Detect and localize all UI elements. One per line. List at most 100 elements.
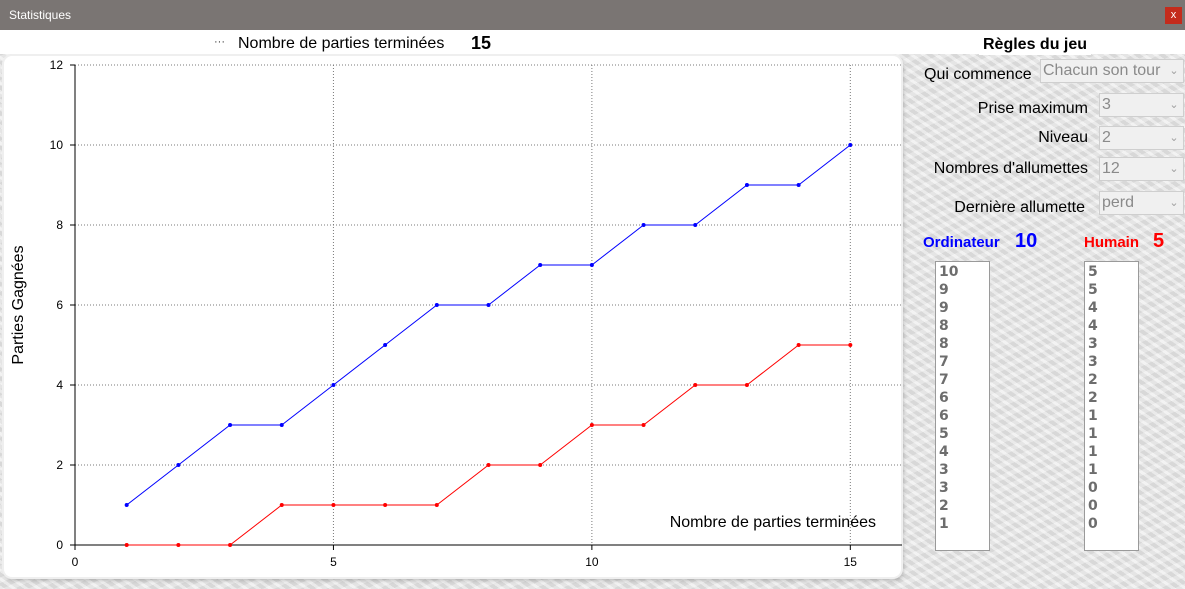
series-line-0 <box>126 144 851 506</box>
list-item[interactable]: 8 <box>939 336 949 352</box>
games-count-label: Nombre de parties terminées <box>238 35 445 52</box>
data-point <box>279 503 284 507</box>
max-take-select[interactable]: 3 ⌄ <box>1099 93 1184 117</box>
list-item[interactable]: 1 <box>1088 462 1098 478</box>
games-count-value: 15 <box>471 33 492 53</box>
list-item[interactable]: 9 <box>939 282 949 298</box>
level-label: Niveau <box>1038 129 1088 146</box>
data-point <box>589 263 594 267</box>
x-tick-label: 10 <box>585 555 599 569</box>
list-item[interactable]: 2 <box>939 498 949 514</box>
list-item[interactable]: 3 <box>939 480 949 496</box>
matches-label: Nombres d'allumettes <box>933 160 1088 177</box>
y-axis-label: Parties Gagnées <box>10 245 27 364</box>
list-item[interactable]: 0 <box>1088 498 1098 514</box>
list-item[interactable]: 2 <box>1088 372 1098 388</box>
legend-marker: ··· <box>214 36 225 48</box>
data-point <box>538 263 543 267</box>
computer-history-list[interactable]: 10 9 9 8 8 7 7 6 6 5 4 3 3 2 1 <box>935 261 990 551</box>
list-item[interactable]: 10 <box>939 264 959 280</box>
list-item[interactable]: 9 <box>939 300 949 316</box>
data-point <box>848 143 853 147</box>
data-point <box>693 223 698 227</box>
close-button[interactable]: x <box>1165 7 1182 24</box>
y-tick-label: 8 <box>56 218 63 232</box>
list-item[interactable]: 4 <box>1088 300 1098 316</box>
data-point <box>228 423 233 427</box>
data-point <box>486 463 491 467</box>
data-point <box>641 423 646 427</box>
x-tick-label: 15 <box>844 555 858 569</box>
rules-title: Règles du jeu <box>979 35 1092 55</box>
human-history-list[interactable]: 5 5 4 4 3 3 2 2 1 1 1 1 0 0 0 <box>1084 261 1139 551</box>
chevron-down-icon: ⌄ <box>1169 99 1179 111</box>
human-score: 5 <box>1153 230 1165 252</box>
data-point <box>796 343 801 347</box>
max-take-label: Prise maximum <box>977 100 1088 117</box>
data-point <box>538 463 543 467</box>
list-item[interactable]: 7 <box>939 354 949 370</box>
list-item[interactable]: 3 <box>1088 354 1098 370</box>
y-tick-label: 12 <box>50 58 64 72</box>
x-tick-label: 5 <box>330 555 337 569</box>
list-item[interactable]: 6 <box>939 408 949 424</box>
matches-select[interactable]: 12 ⌄ <box>1099 157 1184 181</box>
list-item[interactable]: 1 <box>1088 444 1098 460</box>
x-tick-label: 0 <box>72 555 79 569</box>
data-point <box>744 383 749 387</box>
list-item[interactable]: 4 <box>1088 318 1098 334</box>
data-point <box>176 543 181 547</box>
who-starts-select[interactable]: Chacun son tour ⌄ <box>1040 59 1184 83</box>
data-point <box>848 343 853 347</box>
list-item[interactable]: 0 <box>1088 516 1098 532</box>
data-point <box>744 183 749 187</box>
x-axis-label: Nombre de parties terminées <box>670 514 876 531</box>
title-bar: Statistiques x <box>0 0 1185 30</box>
human-label: Humain <box>1084 234 1140 251</box>
list-item[interactable]: 2 <box>1088 390 1098 406</box>
list-item[interactable]: 6 <box>939 390 949 406</box>
last-match-label: Dernière allumette <box>954 199 1085 216</box>
data-point <box>434 503 439 507</box>
window-title: Statistiques <box>9 8 72 22</box>
list-item[interactable]: 4 <box>939 444 949 460</box>
list-item[interactable]: 5 <box>939 426 949 442</box>
chevron-down-icon: ⌄ <box>1169 163 1179 175</box>
list-item[interactable]: 3 <box>939 462 949 478</box>
line-chart: 0 2 4 6 8 10 12 0 5 10 15 Parties Gagnées Nombre de … <box>10 58 902 569</box>
computer-score: 10 <box>1015 230 1038 252</box>
data-point <box>279 423 284 427</box>
data-point <box>228 543 233 547</box>
y-tick-label: 10 <box>50 138 64 152</box>
y-tick-label: 6 <box>56 298 63 312</box>
list-item[interactable]: 0 <box>1088 480 1098 496</box>
y-tick-label: 0 <box>56 538 63 552</box>
list-item[interactable]: 3 <box>1088 336 1098 352</box>
list-item[interactable]: 5 <box>1088 282 1098 298</box>
list-item[interactable]: 8 <box>939 318 949 334</box>
data-point <box>486 303 491 307</box>
list-item[interactable]: 7 <box>939 372 949 388</box>
list-item[interactable]: 1 <box>1088 408 1098 424</box>
last-match-select[interactable]: perd ⌄ <box>1099 191 1184 215</box>
data-point <box>124 503 129 507</box>
y-tick-label: 4 <box>56 378 63 392</box>
data-point <box>383 503 388 507</box>
level-select[interactable]: 2 ⌄ <box>1099 126 1184 150</box>
chevron-down-icon: ⌄ <box>1169 197 1179 209</box>
list-item[interactable]: 5 <box>1088 264 1098 280</box>
chart-panel <box>4 56 901 577</box>
data-point <box>796 183 801 187</box>
data-point <box>176 463 181 467</box>
list-item[interactable]: 1 <box>1088 426 1098 442</box>
data-point <box>124 543 129 547</box>
computer-label: Ordinateur <box>923 234 1000 251</box>
who-starts-label: Qui commence <box>924 66 1032 83</box>
chevron-down-icon: ⌄ <box>1169 65 1179 77</box>
data-point <box>331 383 336 387</box>
data-point <box>641 223 646 227</box>
data-point <box>589 423 594 427</box>
chevron-down-icon: ⌄ <box>1169 132 1179 144</box>
list-item[interactable]: 1 <box>939 516 949 532</box>
data-point <box>331 503 336 507</box>
